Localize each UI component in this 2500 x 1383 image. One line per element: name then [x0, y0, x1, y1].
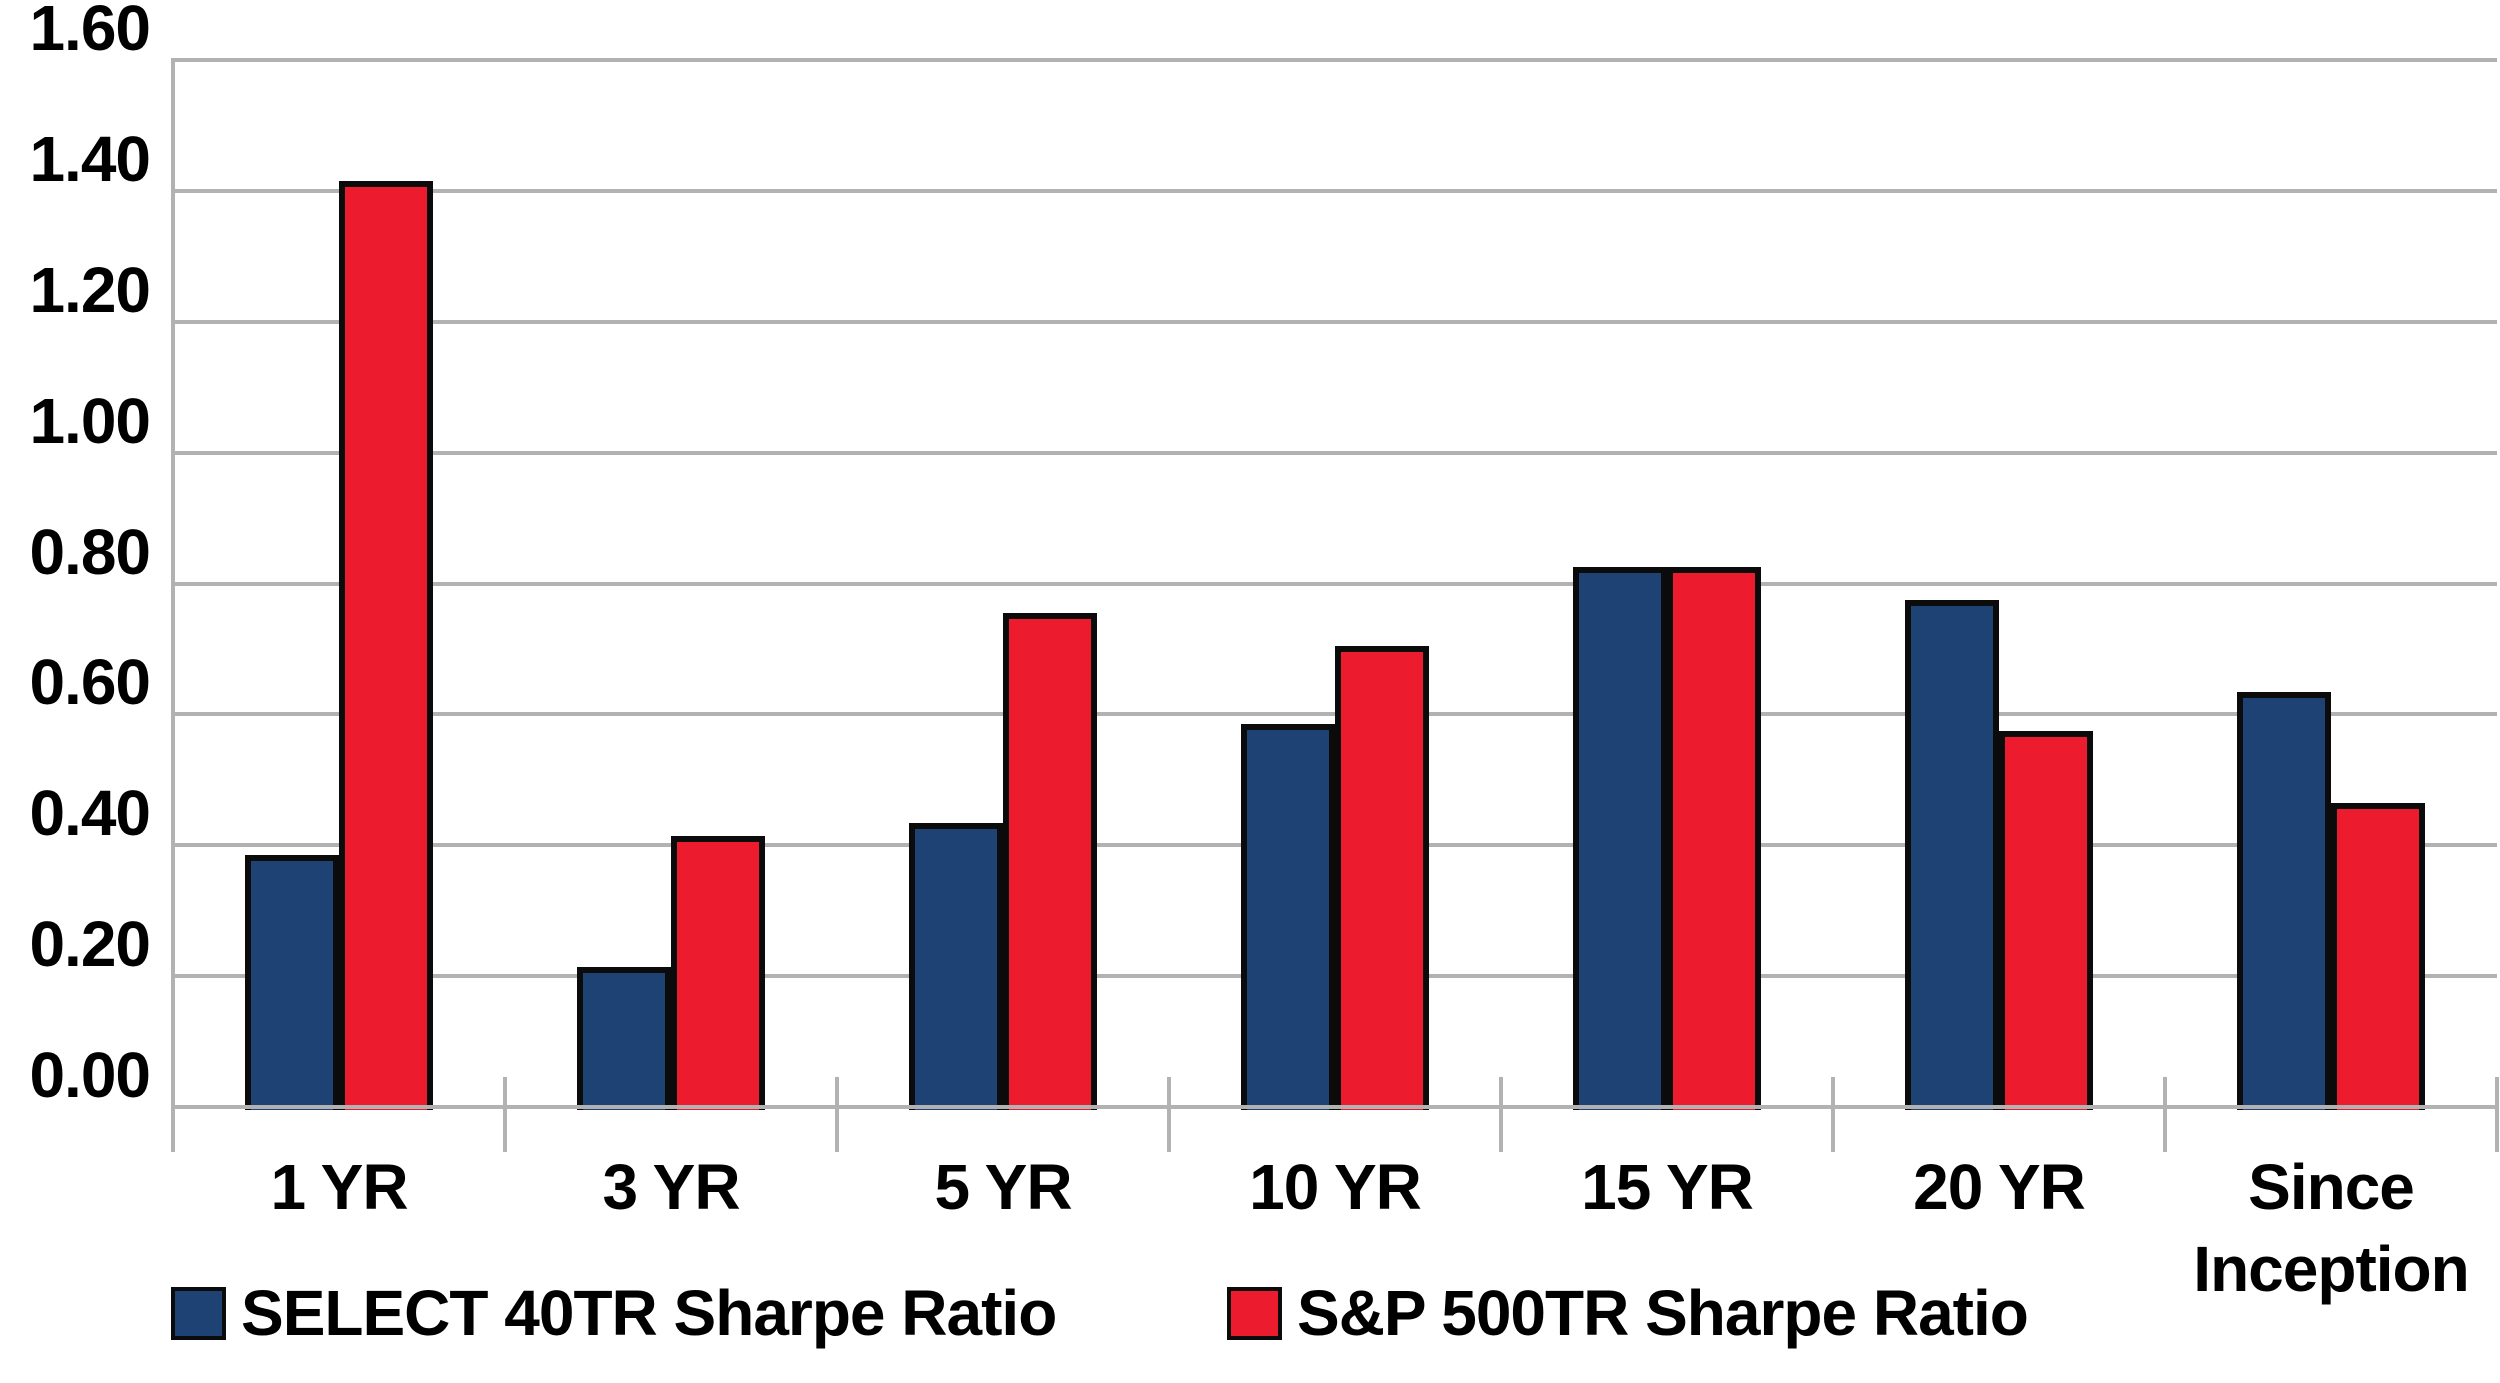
x-axis-line [171, 1105, 2497, 1109]
x-axis-label-1-yr: 1 YR [270, 1151, 408, 1223]
legend-swatch-select40 [171, 1286, 226, 1340]
bar-s-p-since-inception [2331, 803, 2425, 1110]
y-axis-label: 0.00 [29, 1039, 151, 1111]
y-axis-label: 0.40 [29, 777, 151, 849]
gridline-0.60 [171, 712, 2497, 716]
gridline-1.40 [171, 189, 2497, 193]
bar-select-3-yr [577, 967, 671, 1110]
bar-select-20-yr [1905, 600, 1999, 1110]
bar-s-p-1-yr [339, 181, 433, 1110]
gridline-0.80 [171, 582, 2497, 586]
x-axis-tick [1831, 1077, 1835, 1152]
y-axis-label: 1.20 [29, 254, 151, 326]
y-axis-label: 0.80 [29, 516, 151, 588]
x-axis-tick [2495, 1077, 2499, 1152]
x-axis-tick [2163, 1077, 2167, 1152]
y-axis-line [171, 58, 175, 1152]
bar-s-p-10-yr [1335, 646, 1429, 1110]
x-axis-label-since-inception: Since Inception [2193, 1151, 2469, 1305]
x-axis-tick [503, 1077, 507, 1152]
bar-select-15-yr [1573, 567, 1667, 1110]
legend-item-select40: SELECT 40TR Sharpe Ratio [171, 1277, 1057, 1349]
y-axis-label: 0.20 [29, 908, 151, 980]
bar-select-since-inception [2237, 692, 2331, 1110]
gridline-1.60 [171, 58, 2497, 62]
legend-label-select40: SELECT 40TR Sharpe Ratio [241, 1277, 1057, 1349]
x-axis-tick [1167, 1077, 1171, 1152]
y-axis-label: 0.60 [29, 646, 151, 718]
y-axis-label: 1.00 [29, 385, 151, 457]
bar-s-p-3-yr [671, 836, 765, 1110]
x-axis-label-3-yr: 3 YR [602, 1151, 740, 1223]
legend-item-sp500: S&P 500TR Sharpe Ratio [1227, 1277, 2029, 1349]
x-axis-tick [835, 1077, 839, 1152]
x-axis-label-20-yr: 20 YR [1913, 1151, 2086, 1223]
bar-s-p-5-yr [1003, 613, 1097, 1110]
bar-select-1-yr [245, 855, 339, 1110]
x-axis-label-10-yr: 10 YR [1249, 1151, 1422, 1223]
gridline-1.20 [171, 320, 2497, 324]
y-axis-label: 1.60 [29, 0, 151, 64]
bar-s-p-20-yr [1999, 731, 2093, 1110]
x-axis-label-5-yr: 5 YR [934, 1151, 1072, 1223]
legend-swatch-sp500 [1227, 1286, 1282, 1340]
bar-s-p-15-yr [1667, 567, 1761, 1110]
y-axis-label: 1.40 [29, 123, 151, 195]
gridline-1.00 [171, 451, 2497, 455]
x-axis-label-15-yr: 15 YR [1581, 1151, 1754, 1223]
bar-select-5-yr [909, 823, 1003, 1110]
bar-select-10-yr [1241, 724, 1335, 1110]
legend-label-sp500: S&P 500TR Sharpe Ratio [1297, 1277, 2029, 1349]
x-axis-tick [1499, 1077, 1503, 1152]
